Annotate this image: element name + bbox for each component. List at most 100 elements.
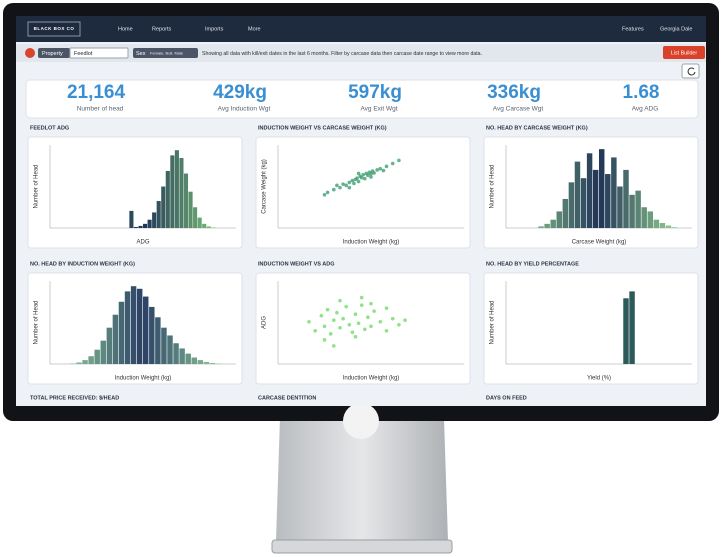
scatter-point (359, 175, 364, 180)
scatter-point (322, 338, 327, 342)
scatter-point (372, 171, 376, 175)
kpi-label: Avg Carcase Wgt (493, 106, 544, 113)
histogram-bar (206, 226, 211, 228)
histogram-bar (580, 178, 587, 228)
scatter-point (369, 172, 373, 176)
histogram-bar (629, 194, 635, 228)
nav-link[interactable]: Home (118, 26, 133, 32)
scatter-point (369, 324, 373, 329)
chart-panel (27, 136, 243, 249)
histogram-bar (538, 226, 544, 228)
chart-title: FEEDLOT ADG (30, 125, 69, 131)
kpi-value: 21,164 (67, 82, 126, 103)
scatter-point (344, 304, 349, 309)
histogram-bar (149, 306, 155, 364)
nav-link[interactable]: More (248, 26, 261, 32)
refresh-icon (687, 67, 696, 76)
scatter-point (378, 166, 383, 171)
scatter-point (356, 179, 361, 184)
scatter-point (359, 295, 364, 300)
scatter-point (384, 164, 389, 169)
histogram-bar (82, 360, 88, 364)
kpi-value: 1.68 (623, 82, 660, 103)
filter-icon (25, 48, 35, 58)
histogram-bar (100, 340, 106, 364)
histogram-bar (599, 149, 605, 228)
histogram-bar (659, 223, 666, 228)
scatter-point (353, 335, 358, 339)
chart-title: DAYS ON FEED (486, 395, 527, 401)
scatter-point (356, 171, 361, 176)
filter-message: Showing all data with kill/exit dates in… (202, 51, 482, 57)
histogram-bar (156, 201, 161, 228)
chart-title: NO. HEAD BY CARCASE WEIGHT (KG) (486, 125, 588, 131)
histogram-bar (665, 225, 672, 228)
histogram-bar (94, 349, 100, 364)
scatter-point (341, 316, 345, 321)
chart-title: NO. HEAD BY YIELD PERCENTAGE (486, 261, 579, 267)
chart-title: NO. HEAD BY INDUCTION WEIGHT (KG) (30, 261, 135, 267)
histogram-bar (174, 150, 179, 228)
chart-title: INDUCTION WEIGHT VS CARCASE WEIGHT (KG) (258, 125, 387, 131)
scatter-point (390, 161, 395, 166)
chart-panel (255, 136, 471, 249)
scatter-point (375, 168, 380, 172)
x-axis-label: ADG (136, 240, 149, 246)
histogram-bar (70, 363, 76, 364)
histogram-bar (88, 356, 94, 364)
histogram-bar (556, 211, 562, 228)
kpi-value: 429kg (213, 82, 267, 103)
histogram-bar (611, 157, 617, 228)
scatter-point (347, 322, 352, 327)
histogram-bar (165, 170, 170, 228)
property-chip[interactable] (38, 48, 70, 58)
histogram-bar (197, 360, 204, 364)
nav-link[interactable]: Features (622, 26, 644, 32)
histogram-bar (143, 296, 149, 364)
histogram-bar (550, 219, 556, 228)
histogram-bar (147, 219, 152, 228)
scatter-point (361, 172, 366, 177)
nav-link[interactable]: Georgia Dale (660, 26, 692, 32)
scatter-point (384, 306, 389, 310)
property-select[interactable] (69, 47, 129, 59)
scatter-point (369, 175, 373, 179)
scatter-point (403, 318, 407, 323)
histogram-bar (179, 348, 185, 364)
scatter-point (390, 316, 395, 321)
kpi-label: Avg ADG (632, 106, 659, 113)
scatter-point (350, 178, 355, 183)
scatter-point (378, 319, 383, 324)
y-axis-label: Number of Head (490, 300, 496, 344)
histogram-bar (574, 161, 581, 228)
histogram-bar (605, 174, 611, 228)
scatter-point (338, 325, 342, 330)
scatter-point (350, 330, 355, 335)
scatter-point (335, 183, 339, 188)
histogram-bar (544, 223, 550, 228)
filter-label: Sex (136, 51, 146, 57)
sex-chip[interactable] (133, 48, 198, 58)
histogram-bar (197, 217, 202, 228)
histogram-bar (211, 227, 216, 228)
histogram-bar (623, 169, 629, 228)
nav-link[interactable]: Reports (152, 26, 172, 32)
refresh-button[interactable] (681, 63, 700, 79)
y-axis-label: ADG (262, 316, 268, 329)
histogram-bar (183, 173, 189, 228)
nav-link[interactable]: Imports (205, 26, 224, 32)
scatter-point (307, 319, 311, 324)
histogram-bar (562, 198, 569, 228)
kpi-value: 597kg (348, 82, 402, 103)
kpi-card (25, 79, 699, 119)
histogram-bar (76, 362, 82, 364)
histogram-bar (215, 363, 222, 364)
scatter-point (328, 332, 333, 336)
scatter-point (325, 190, 330, 195)
list-builder-button[interactable] (663, 46, 705, 59)
chart-panel (483, 272, 699, 385)
histogram-bar (617, 186, 623, 228)
filter-value: Female, Bull, Male (150, 51, 184, 56)
scatter-point (332, 344, 336, 348)
scatter-point (381, 168, 386, 173)
